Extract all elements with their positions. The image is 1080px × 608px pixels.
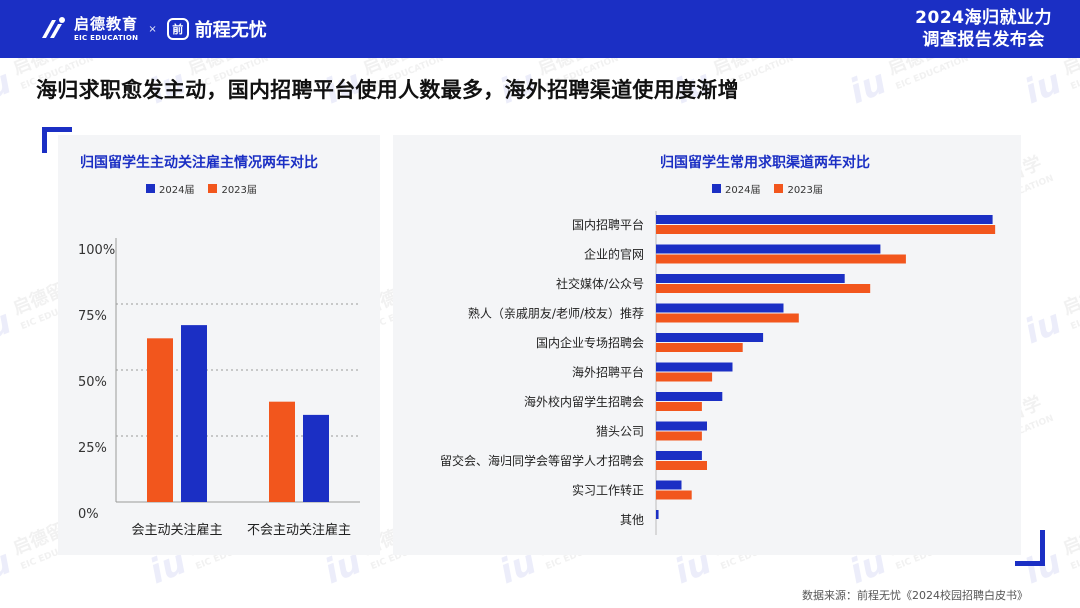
legend-item-2023: 2023届: [208, 181, 257, 196]
hbar-2024-0: [656, 215, 993, 224]
legend-swatch-2023: [208, 184, 218, 193]
brand-name-en: EIC EDUCATION: [74, 33, 139, 42]
legend-swatch-2024-right: [712, 184, 721, 193]
hbar-2024-7: [656, 421, 707, 431]
brand: 启德教育 EIC EDUCATION × 前 前程无忧: [38, 14, 267, 44]
legend-swatch-2024: [146, 184, 155, 193]
watermark-mark: iu: [0, 542, 17, 593]
category-label: 社交媒体/公众号: [556, 276, 644, 291]
category-label: 企业的官网: [584, 247, 644, 262]
category-label: 熟人（亲戚朋友/老师/校友）推荐: [468, 306, 644, 321]
watermark-mark: iu: [844, 62, 892, 113]
watermark-mark: iu: [0, 302, 17, 353]
legend-item-2024: 2024届: [146, 181, 194, 196]
watermark-text-en: EIC EDUCATION: [1069, 534, 1080, 572]
partner-logo-icon: 前: [166, 18, 189, 40]
watermark-text-en: EIC EDUCATION: [894, 58, 970, 92]
hbar-2023-1: [656, 254, 906, 264]
watermark-text-cn: 启德留学: [1060, 512, 1080, 559]
y-tick-label: 25%: [78, 441, 107, 456]
category-label: 国内企业专场招聘会: [536, 335, 644, 350]
watermark-mark: iu: [1019, 302, 1067, 353]
y-tick-label: 100%: [78, 243, 115, 258]
category-label: 海外校内留学生招聘会: [524, 394, 644, 409]
hbar-2023-5: [656, 372, 713, 382]
y-tick-label: 75%: [78, 309, 107, 324]
legend-label-2023: 2023届: [221, 185, 257, 196]
brand-name-cn: 启德教育: [74, 14, 139, 33]
hbar-2023-8: [656, 461, 707, 470]
hbar-2023-6: [656, 402, 702, 411]
watermark-text-cn: 启德留学: [885, 58, 960, 79]
category-label: 国内招聘平台: [572, 217, 644, 232]
x-tick-label: 会主动关注雇主: [131, 522, 222, 538]
hbar-2023-0: [656, 225, 996, 234]
category-label: 实习工作转正: [572, 483, 644, 498]
report-title: 2024海归就业力 调查报告发布会: [915, 7, 1052, 51]
page-title: 海归求职愈发主动，国内招聘平台使用人数最多，海外招聘渠道使用度渐增: [36, 78, 739, 102]
left-bar-chart: 100% 75% 50% 25% 0% 会主动关注雇主 不会主动关注雇主: [78, 238, 360, 538]
report-title-line2: 调查报告发布会: [922, 30, 1045, 50]
hbar-2023-7: [656, 431, 702, 441]
eic-logo-icon: [38, 14, 68, 44]
watermark-text-en: EIC EDUCATION: [1069, 58, 1080, 92]
category-label: 猎头公司: [596, 425, 644, 439]
hbar-2024-9: [656, 480, 682, 490]
category-label: 留交会、海归同学会等留学人才招聘会: [440, 453, 644, 468]
legend-label-2023-right: 2023届: [787, 185, 823, 196]
watermark-mark: iu: [1019, 62, 1067, 113]
hbar-2024-3: [656, 303, 784, 313]
hbar-2024-6: [656, 392, 723, 401]
legend-label-2024-right: 2024届: [725, 185, 761, 196]
right-chart-title: 归国留学生常用求职渠道两年对比: [660, 155, 870, 171]
watermark-text-cn: 启德留学: [1060, 58, 1080, 79]
category-label: 其他: [620, 513, 644, 527]
hbar-2023-4: [656, 343, 743, 352]
watermark-text-en: EIC EDUCATION: [1069, 294, 1080, 332]
report-title-line1: 2024海归就业力: [915, 8, 1052, 28]
hbar-2023-3: [656, 313, 799, 323]
category-label: 海外招聘平台: [572, 365, 644, 380]
hbar-2024-5: [656, 362, 733, 372]
hbar-2024-2: [656, 274, 845, 283]
legend-item-2024-right: 2024届: [712, 181, 760, 196]
corner-bracket-top-left: [42, 127, 72, 153]
bar-2024-0: [181, 325, 207, 502]
partner-name: 前程无忧: [194, 20, 267, 41]
bar-2023-1: [269, 401, 295, 502]
legend-swatch-2023-right: [774, 184, 784, 193]
corner-bracket-bottom-right: [1015, 530, 1045, 566]
hbar-2024-8: [656, 451, 702, 460]
hbar-2023-2: [656, 284, 871, 293]
y-tick-label: 50%: [78, 375, 107, 390]
bar-2024-1: [303, 414, 329, 502]
hbar-2024-1: [656, 244, 881, 254]
right-bar-chart: 国内招聘平台企业的官网社交媒体/公众号熟人（亲戚朋友/老师/校友）推荐国内企业专…: [440, 211, 996, 535]
legend-label-2024: 2024届: [159, 185, 195, 196]
header-bar: 启德教育 EIC EDUCATION × 前 前程无忧 2024海归就业力 调查…: [0, 0, 1080, 58]
left-chart-legend: 2024届 2023届: [146, 181, 271, 196]
y-tick-label: 0%: [78, 507, 99, 522]
data-source-note: 数据来源：前程无忧《2024校园招聘白皮书》: [802, 589, 1028, 602]
bar-2023-0: [147, 338, 173, 502]
right-chart-legend: 2024届 2023届: [712, 181, 837, 196]
legend-item-2023-right: 2023届: [774, 181, 823, 196]
watermark-text-cn: 启德留学: [1060, 272, 1080, 319]
watermark-mark: iu: [0, 62, 17, 113]
hbar-2024-10: [656, 510, 659, 519]
hbar-2023-9: [656, 490, 692, 500]
brand-separator: ×: [148, 23, 157, 35]
x-tick-label: 不会主动关注雇主: [247, 522, 351, 538]
hbar-2024-4: [656, 333, 764, 342]
left-chart-title: 归国留学生主动关注雇主情况两年对比: [80, 155, 318, 171]
